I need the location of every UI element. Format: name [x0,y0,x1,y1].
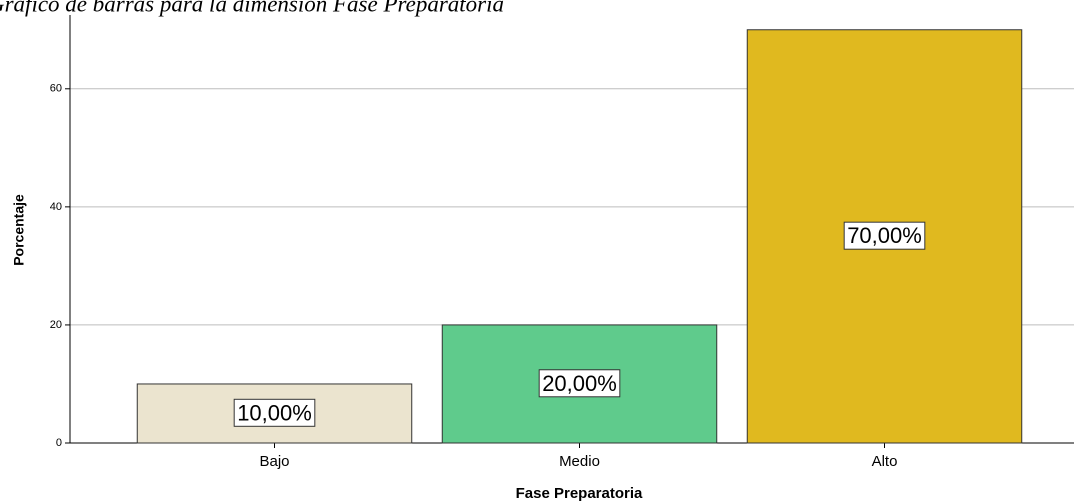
y-axis-label: Porcentaje [11,194,27,266]
x-tick-label: Alto [872,453,898,470]
value-label-box [843,221,926,250]
value-label: 70,00% [847,223,922,248]
value-label: 10,00% [237,400,312,425]
y-tick-label: 60 [50,83,62,95]
x-tick-label: Bajo [259,453,289,470]
value-label-box [538,369,621,398]
y-tick-label: 20 [50,319,62,331]
value-label-box [233,398,316,427]
chart-title: Gráfico de barras para la dimensión Fase… [0,0,504,16]
value-label: 20,00% [542,371,617,396]
y-tick-label: 0 [56,437,62,449]
x-tick-label: Medio [559,453,600,470]
x-axis-label: Fase Preparatoria [516,485,643,502]
y-tick-label: 40 [50,201,62,213]
bar [441,324,718,444]
